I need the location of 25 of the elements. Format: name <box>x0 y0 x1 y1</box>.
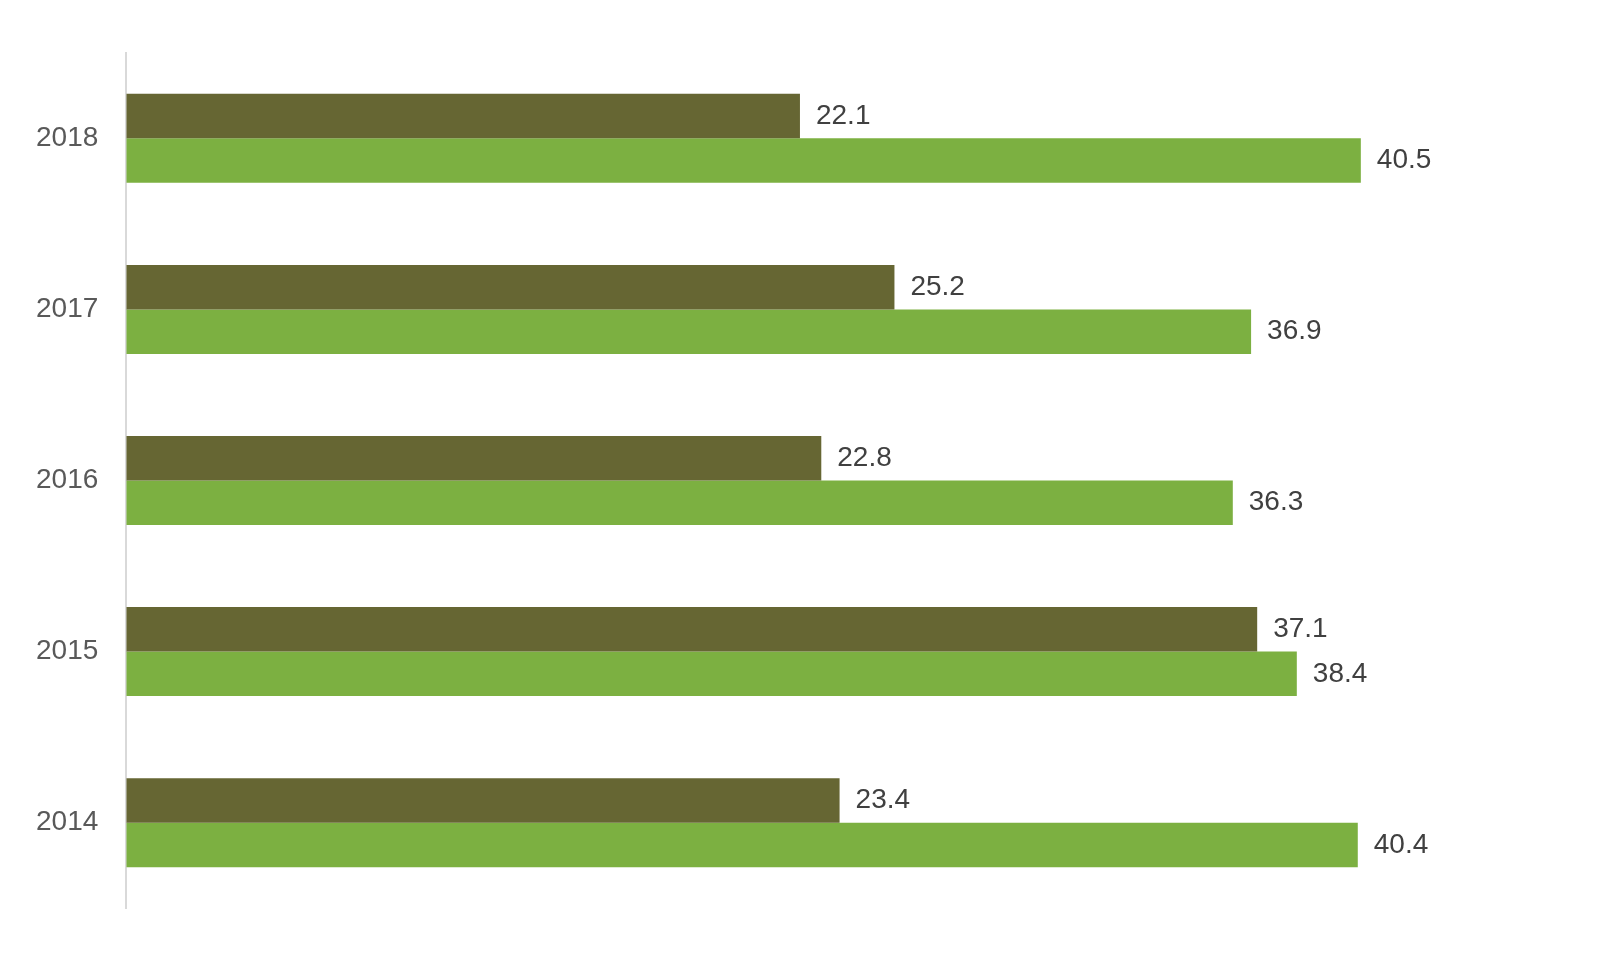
y-tick-label: 2016 <box>35 463 99 495</box>
data-label: 22.1 <box>815 98 871 130</box>
data-label: 40.4 <box>1373 827 1429 859</box>
bar <box>126 264 895 310</box>
data-label: 36.9 <box>1267 314 1322 346</box>
data-label: 38.4 <box>1312 656 1368 688</box>
bar <box>126 480 1233 525</box>
y-tick-label: 2018 <box>35 121 99 153</box>
y-tick-label: 2014 <box>35 805 99 837</box>
bar <box>126 607 1258 652</box>
data-label: 25.2 <box>910 269 965 301</box>
data-label: 40.5 <box>1376 143 1432 175</box>
bar <box>126 651 1297 697</box>
bar <box>126 778 840 823</box>
y-tick-label: 2017 <box>35 292 99 324</box>
bar <box>126 138 1361 183</box>
bar <box>126 822 1358 868</box>
bar <box>126 309 1252 354</box>
data-label: 22.8 <box>837 440 892 472</box>
data-label: 36.3 <box>1248 485 1304 517</box>
bar <box>126 93 800 139</box>
bar <box>126 436 822 481</box>
y-tick-label: 2015 <box>35 634 99 666</box>
data-label: 37.1 <box>1273 612 1328 644</box>
data-label: 23.4 <box>855 783 911 815</box>
